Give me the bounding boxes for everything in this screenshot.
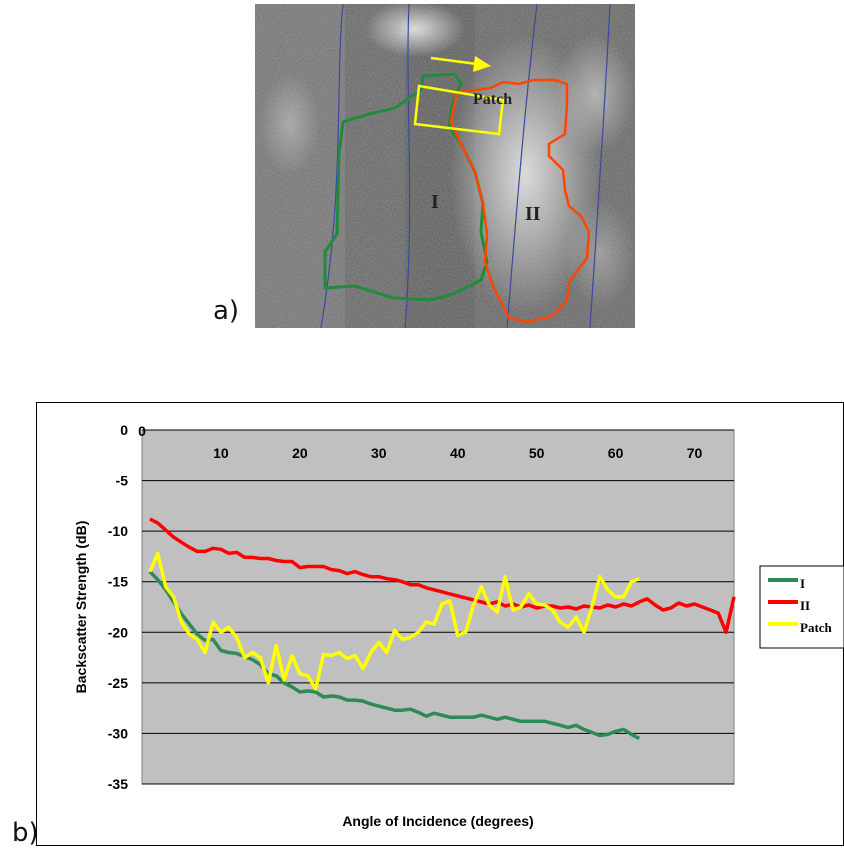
x-tick-label: 0 — [138, 423, 146, 439]
sonar-image-panel: Patch I II — [255, 1, 635, 329]
backscatter-chart: 0 10 20 30 40 50 60 70 0 -5 -10 -15 -20 -25 -30 -35 An… — [73, 422, 844, 829]
panel-b-label: b) — [12, 818, 39, 848]
y-tick-label: -5 — [116, 473, 129, 489]
y-tick-label: -15 — [108, 574, 128, 590]
y-tick-label: 0 — [120, 422, 128, 438]
x-tick-label: 20 — [292, 445, 308, 461]
x-tick-label: 40 — [450, 445, 466, 461]
x-tick-label: 10 — [213, 445, 229, 461]
series-line-patch — [148, 551, 640, 691]
plot-area — [141, 429, 735, 785]
x-tick-label: 30 — [371, 445, 387, 461]
y-tick-label: -25 — [108, 675, 128, 691]
y-tick-label: -35 — [108, 776, 128, 792]
panel-a-label: a) — [213, 296, 240, 326]
series-line-ii — [149, 517, 736, 635]
y-axis-title: Backscatter Strength (dB) — [73, 521, 89, 694]
series-line-i — [148, 570, 641, 741]
y-tick-labels: 0 -5 -10 -15 -20 -25 -30 -35 — [108, 422, 128, 792]
legend-item-i: I — [800, 576, 805, 591]
gridlines — [142, 429, 734, 785]
region-1-outline — [323, 72, 489, 302]
x-tick-labels: 0 10 20 30 40 50 60 70 — [138, 423, 702, 461]
track-lines — [320, 3, 611, 329]
legend-item-patch: Patch — [800, 620, 833, 635]
x-tick-label: 50 — [529, 445, 545, 461]
y-tick-label: -20 — [108, 624, 128, 640]
legend-item-ii: II — [800, 598, 810, 613]
region-2-outline — [449, 78, 591, 324]
y-tick-label: -10 — [108, 523, 128, 539]
region-2-label: II — [525, 203, 541, 225]
series-layer — [148, 517, 736, 741]
patch-label: Patch — [473, 91, 512, 108]
patch-box — [413, 84, 505, 136]
x-tick-label: 60 — [608, 445, 624, 461]
sonar-image: Patch I II — [255, 1, 635, 329]
y-tick-label: -30 — [108, 725, 128, 741]
x-axis-title: Angle of Incidence (degrees) — [342, 813, 533, 829]
arrow-icon — [473, 56, 491, 72]
arrow-shaft — [430, 56, 478, 66]
region-1-label: I — [431, 191, 439, 213]
x-tick-label: 70 — [687, 445, 703, 461]
